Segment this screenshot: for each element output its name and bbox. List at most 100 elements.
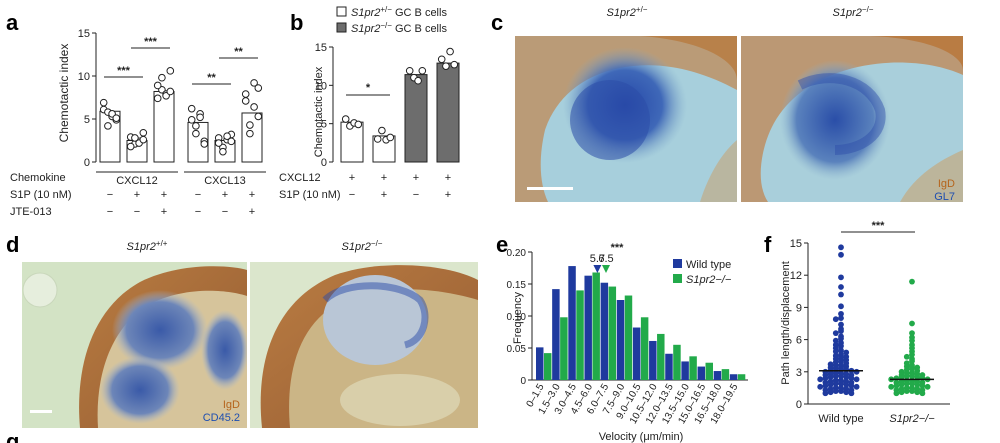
chart-f-significance: ***: [872, 220, 886, 232]
chart-f-point: [838, 358, 844, 364]
chart-f-ytick-label: 6: [796, 335, 802, 347]
chart-a-point: [214, 139, 223, 147]
chart-f-point: [838, 284, 844, 290]
micrograph-c-right-title: S1pr2−/−: [833, 5, 874, 19]
chart-e-ylabel: Frequency: [512, 292, 524, 344]
chart-a-row-chemokine: Chemokine: [10, 172, 66, 184]
chart-a-jte-mark: −: [195, 206, 201, 218]
chart-b-cxcl12-mark: +: [381, 172, 387, 184]
chart-f-point: [843, 349, 850, 356]
chart-f-point: [838, 291, 844, 298]
chart-a-point: [166, 67, 175, 75]
chart-f-point: [838, 310, 844, 317]
chart-b-ytick-label: 10: [315, 80, 327, 92]
legend-label-ko: S1pr2−/− GC B cells: [351, 21, 447, 35]
chart-f-point: [909, 365, 915, 372]
micrograph-d-left-title: S1pr2+/+: [127, 239, 168, 253]
chart-a-group-cxcl13: CXCL13: [204, 175, 246, 187]
chart-e-bar: [600, 282, 609, 380]
chart-a-point: [153, 94, 162, 103]
chart-f-point: [893, 382, 900, 389]
chart-e-bar: [608, 286, 617, 380]
chart-f-point: [909, 320, 915, 327]
chart-a-point: [126, 142, 135, 151]
chart-f-ytick-label: 3: [796, 367, 802, 379]
chart-f-point: [822, 390, 829, 397]
chart-f-point: [909, 330, 915, 337]
chart-b-row-cxcl12: CXCL12: [279, 172, 321, 184]
chart-f-ytick-label: 9: [796, 302, 802, 314]
chart-e-bar: [576, 290, 584, 380]
chart-f-point: [832, 348, 839, 355]
chart-f-point: [848, 382, 855, 389]
chart-f-ylabel: Path length/displacement: [780, 261, 792, 385]
legend-swatch-wild-type: [673, 259, 682, 268]
chart-a-s1p-mark: −: [107, 189, 113, 201]
chart-f-point: [893, 390, 900, 397]
chart-b-point: [378, 126, 386, 135]
chart-f-point: [838, 315, 844, 322]
legend-label-wild-type: Wild type: [686, 259, 731, 271]
chart-e-ytick-label: 0.10: [507, 312, 527, 323]
chart-a-group-cxcl12: CXCL12: [116, 175, 158, 187]
scale-bar-c: [527, 187, 573, 190]
chart-e-xlabel: Velocity (μm/min): [599, 431, 684, 443]
panel-label-d: d: [6, 232, 19, 257]
chart-e-bar: [584, 275, 592, 380]
panel-label-c: c: [491, 10, 503, 35]
chart-a-jte-mark: +: [161, 206, 167, 218]
chart-f-point: [817, 383, 824, 390]
micrograph-d-right: [250, 262, 478, 428]
chart-e-bar: [689, 356, 697, 380]
chart-a-point: [219, 147, 227, 156]
chart-f-point: [853, 368, 860, 375]
chart-b-cxcl12-mark: +: [349, 172, 355, 184]
chart-b-s1p-mark: −: [413, 189, 419, 201]
chart-f-point: [909, 373, 915, 379]
panel-label-e: e: [496, 232, 508, 257]
chart-f-point: [838, 335, 844, 342]
chart-e-bar: [552, 289, 560, 380]
chart-f-point: [919, 382, 926, 389]
legend-swatch-het: [336, 6, 347, 17]
chart-f-ytick-label: 0: [796, 399, 802, 411]
chart-f-point: [838, 328, 844, 334]
chart-a-point: [153, 81, 162, 90]
chart-a-point: [227, 137, 236, 146]
legend-label-het: S1pr2+/− GC B cells: [351, 5, 447, 19]
chart-e-median-marker: [593, 265, 602, 273]
chart-a-row-s1p: S1P (10 nM): [10, 189, 72, 201]
chart-b-point: [341, 115, 350, 123]
chart-b-cxcl12-mark: +: [413, 172, 419, 184]
chart-f-point: [909, 358, 915, 364]
chart-b: Chemotactic index 0 5 10 15 * S1pr2+/− GC B…: [279, 5, 460, 201]
chart-a-point: [131, 134, 139, 142]
micrograph-c: S1pr2+/− S1pr2−/− IgD GL7: [515, 5, 963, 203]
chart-e-bar: [560, 317, 568, 380]
chart-e-bar: [713, 371, 722, 380]
chart-b-ytick-label: 5: [321, 119, 327, 131]
chart-e-significance: ***: [611, 242, 625, 254]
chart-e-bar: [697, 366, 706, 380]
chart-f-point: [838, 373, 844, 379]
chart-f-point: [909, 380, 915, 387]
chart-b-point: [373, 135, 382, 143]
chart-f-point: [827, 381, 834, 388]
chart-b-ylabel: Chemotactic index: [313, 66, 325, 157]
chart-f-point: [909, 388, 915, 395]
chart-a-jte-mark: −: [222, 206, 228, 218]
chart-b-point: [450, 60, 459, 69]
chart-f-point: [827, 374, 834, 381]
chart-a-ytick-label: 5: [84, 114, 90, 126]
chart-f-point: [843, 381, 850, 388]
chart-f-point: [838, 303, 844, 310]
chart-a-point: [254, 112, 263, 121]
chart-f-ytick-label: 15: [790, 238, 802, 250]
chart-b-point: [437, 55, 446, 64]
chart-a-point: [246, 121, 254, 129]
chart-a-point: [158, 73, 166, 82]
chart-a-point: [254, 84, 263, 92]
chart-f-point: [848, 375, 855, 382]
